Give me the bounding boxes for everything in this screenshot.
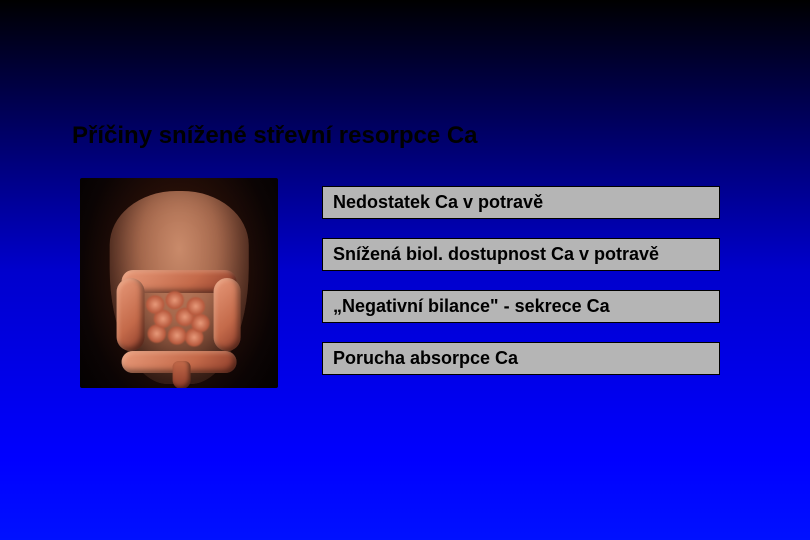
anatomy-illustration bbox=[80, 178, 278, 388]
small-intestine bbox=[140, 289, 218, 351]
list-item-label: Porucha absorpce Ca bbox=[333, 348, 518, 369]
rectum-shape bbox=[172, 361, 190, 388]
list-item: Porucha absorpce Ca bbox=[322, 342, 720, 375]
slide-title: Příčiny snížené střevní resorpce Ca bbox=[72, 122, 478, 150]
list-item-label: Nedostatek Ca v potravě bbox=[333, 192, 543, 213]
intestines-group bbox=[122, 270, 237, 371]
list-item: „Negativní bilance" - sekrece Ca bbox=[322, 290, 720, 323]
list-item: Snížená biol. dostupnost Ca v potravě bbox=[322, 238, 720, 271]
list-item-label: Snížená biol. dostupnost Ca v potravě bbox=[333, 244, 659, 265]
list-item-label: „Negativní bilance" - sekrece Ca bbox=[333, 296, 610, 317]
list-item: Nedostatek Ca v potravě bbox=[322, 186, 720, 219]
